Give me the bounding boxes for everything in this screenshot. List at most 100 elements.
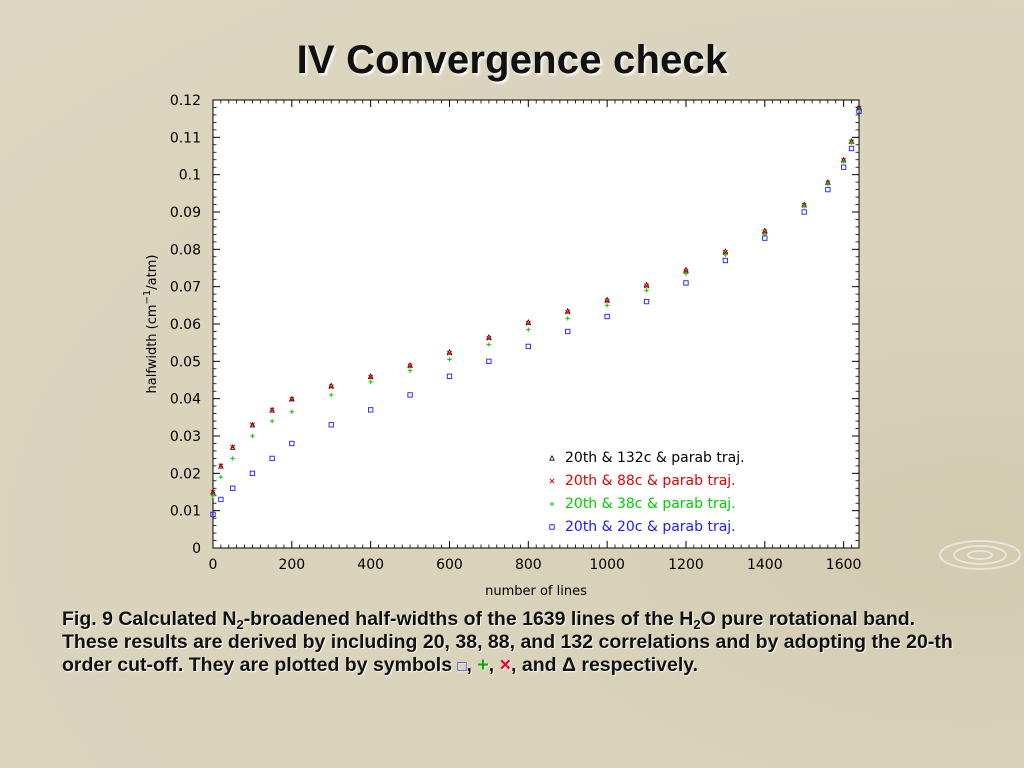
series-38c-point: [368, 379, 373, 385]
y-tick-label: 0.05: [170, 354, 201, 370]
series-38c-point: [825, 181, 831, 187]
series-20c-point: [643, 298, 650, 305]
series-88c-point: [218, 463, 224, 469]
legend-symbol: [549, 524, 555, 530]
series-20c-point: [762, 235, 768, 241]
series-88c-point: [762, 229, 768, 235]
series-20c-point: [368, 407, 374, 413]
x-tick-label: 400: [357, 557, 384, 573]
caption-sep3: , and: [511, 654, 562, 676]
series-88c-point: [446, 350, 453, 356]
legend-label: 20th & 20c & parab traj.: [565, 519, 736, 535]
y-tick-label: 0.12: [170, 93, 201, 109]
y-tick-label: 0.01: [170, 504, 201, 520]
series-38c-point: [329, 392, 334, 398]
series-88c-point: [407, 363, 413, 369]
legend-label: 20th & 132c & parab traj.: [565, 450, 745, 466]
legend-label: 20th & 88c & parab traj.: [565, 473, 736, 489]
y-axis-label-sup: −1: [142, 290, 153, 305]
x-tick-label: 200: [278, 557, 305, 573]
caption-square-symbol: □: [457, 658, 467, 675]
series-38c-point: [230, 456, 235, 461]
y-tick-label: 0.08: [170, 242, 201, 258]
series-20c-point: [289, 440, 295, 447]
series-38c-point: [802, 204, 807, 209]
y-tick-label: 0: [192, 541, 201, 557]
plot-frame: [212, 99, 860, 549]
series-20c-point: [328, 422, 334, 428]
caption-sep2: ,: [488, 654, 500, 676]
y-tick-label: 0.09: [170, 205, 201, 221]
series-38c-point: [683, 271, 689, 276]
series-38c-point: [250, 433, 255, 439]
series-88c-point: [210, 489, 216, 495]
series-38c-point: [486, 342, 492, 347]
y-tick-label: 0.11: [170, 130, 201, 146]
series-38c-point: [723, 252, 728, 258]
series-38c-point: [407, 368, 413, 373]
caption-sub1: 2: [236, 617, 244, 632]
x-tick-label: 600: [436, 557, 463, 573]
series-20c-point: [565, 328, 571, 335]
caption-sub2: 2: [693, 617, 701, 632]
x-tick-label: 0: [209, 557, 218, 573]
series-38c-point: [604, 303, 610, 308]
series-88c-point: [565, 309, 571, 315]
y-tick-label: 0.02: [170, 466, 201, 482]
series-20c-point: [722, 257, 729, 264]
series-88c-point: [368, 374, 374, 380]
y-tick-label: 0.07: [170, 280, 201, 296]
legend: 20th & 132c & parab traj. 20th & 88c & pa…: [549, 450, 745, 535]
series-20c-point: [683, 280, 689, 286]
series-20c-point: [856, 108, 862, 114]
y-tick-label: 0.03: [170, 429, 201, 445]
axis-ticks: 0 200 400 600 800 1000 1200 1400 1600 0 0.01 0.02 0.…: [170, 93, 862, 573]
series-38c-point: [269, 418, 275, 424]
series-88c-point: [230, 444, 236, 450]
series-20c-point: [407, 392, 413, 398]
y-axis-label-main: halfwidth (cm: [145, 304, 160, 393]
caption-part4: respectively.: [575, 654, 699, 676]
legend-symbol: [549, 501, 555, 507]
series-88c-point: [722, 249, 728, 255]
caption-cross-symbol: ×: [499, 654, 512, 676]
legend-label: 20th & 38c & parab traj.: [565, 496, 736, 512]
series-132c-point: [229, 444, 236, 450]
series-20c-point: [249, 470, 256, 476]
x-axis-label: number of lines: [485, 584, 587, 599]
series-88c-point: [486, 335, 492, 341]
series-38c-point: [447, 357, 452, 362]
series-38c-point: [644, 288, 649, 293]
x-tick-label: 1600: [826, 557, 862, 573]
halfwidth-scatter-chart: 0 200 400 600 800 1000 1200 1400 1600 0 0.01 0.02 0.…: [142, 93, 862, 599]
caption-sep1: ,: [466, 654, 478, 676]
series-38c-point: [289, 409, 295, 414]
y-tick-label: 0.1: [179, 168, 201, 184]
x-tick-label: 1000: [589, 557, 625, 573]
series-20c-point: [848, 145, 855, 152]
caption-part1: Fig. 9 Calculated N: [62, 608, 237, 630]
series-38c-point: [210, 493, 216, 498]
series-88c-point: [249, 422, 255, 428]
series-88c-point: [604, 298, 610, 304]
series-38c-point: [849, 140, 854, 146]
figure-caption: Fig. 9 Calculated N2-broadened half-widt…: [62, 608, 962, 678]
series-132c-point: [269, 406, 275, 413]
series-88c-point: [289, 396, 295, 402]
series-20c-point: [230, 485, 236, 491]
caption-triangle-symbol: Δ: [561, 654, 576, 676]
series-20c-point: [825, 186, 831, 193]
series-20c-point: [446, 373, 453, 379]
series-88c-point: [644, 283, 650, 289]
x-tick-label: 1400: [747, 557, 783, 573]
slide-title: IV Convergence check: [296, 38, 728, 82]
caption-part3: O pure rotational band. These results ar…: [62, 608, 953, 676]
series-20c-point: [486, 358, 492, 364]
series-20c-point: [840, 164, 847, 170]
x-tick-label: 1200: [668, 557, 704, 573]
x-tick-label: 800: [515, 557, 542, 573]
series-20c-point: [218, 496, 224, 503]
series-88c-point: [683, 268, 689, 274]
series-38c-point: [841, 159, 846, 164]
y-tick-label: 0.04: [170, 392, 201, 408]
